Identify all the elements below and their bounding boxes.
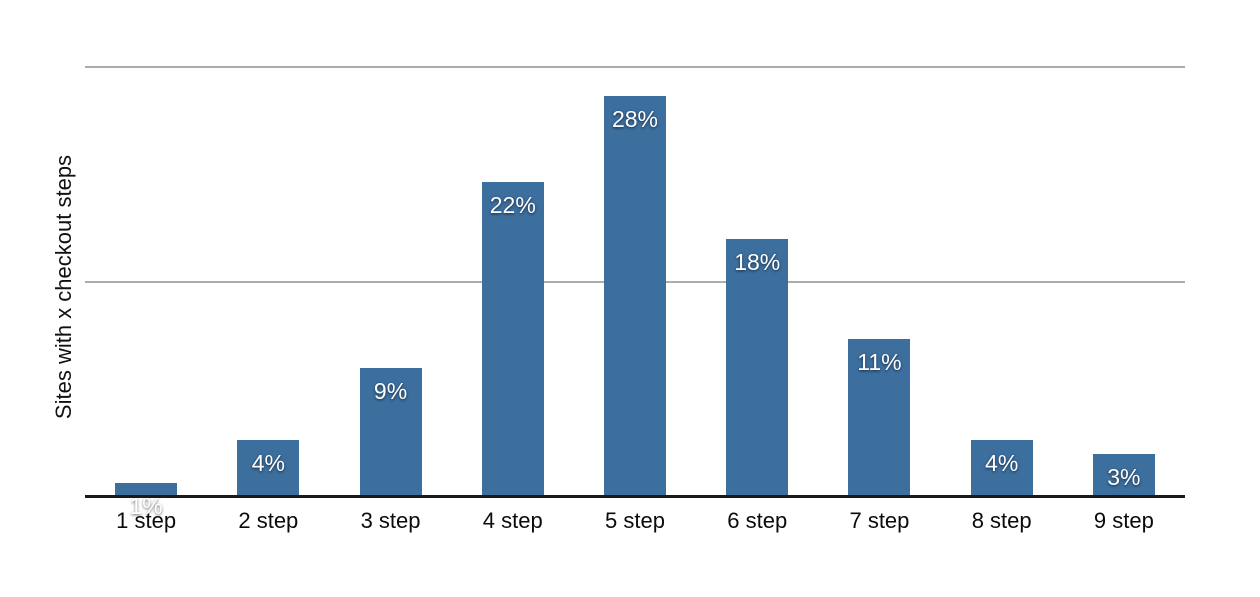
y-axis-title: Sites with x checkout steps (51, 154, 76, 420)
bar (726, 239, 789, 497)
x-tick-label: 6 step (727, 508, 788, 533)
bar-value-label: 4% (251, 449, 285, 476)
x-tick-label: 5 step (605, 508, 665, 533)
bar (237, 439, 300, 497)
bar (359, 368, 422, 497)
x-tick-label: 2 step (238, 508, 299, 533)
bar-value-label: 9% (373, 378, 408, 404)
x-tick-label: 1 step (116, 508, 177, 533)
gridline (85, 66, 1185, 68)
bar (115, 482, 178, 497)
bar-value-label: 18% (734, 249, 781, 275)
x-axis-line (85, 495, 1185, 498)
bar (481, 181, 544, 497)
bar (1092, 454, 1155, 497)
x-tick-label: 9 step (1093, 508, 1154, 533)
bar-value-label: 22% (489, 191, 536, 218)
bar-value-label: 11% (857, 349, 902, 376)
x-tick-label: 4 step (482, 508, 543, 533)
x-tick-label: 3 step (360, 508, 421, 533)
bar (970, 439, 1033, 497)
bar-value-label: 3% (1107, 464, 1141, 490)
x-tick-label: 7 step (849, 508, 910, 533)
bar (848, 339, 911, 497)
bar (604, 95, 666, 497)
x-tick-label: 8 step (971, 508, 1032, 533)
bar-value-label: 28% (611, 105, 659, 132)
bar-value-label: 4% (985, 449, 1019, 476)
